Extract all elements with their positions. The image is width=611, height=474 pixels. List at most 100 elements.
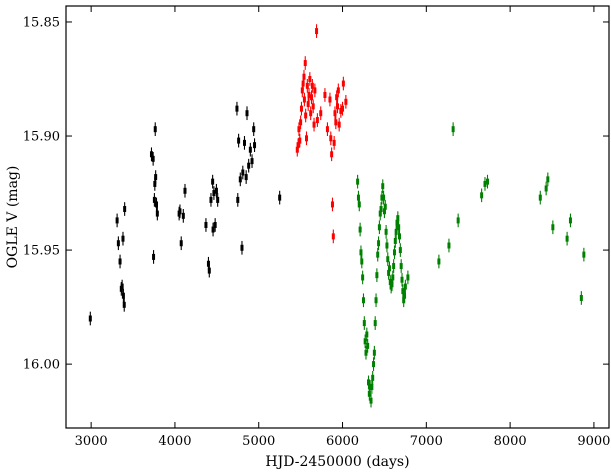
data-point — [480, 192, 484, 199]
data-point — [149, 151, 153, 158]
data-point — [357, 201, 361, 208]
data-point — [88, 315, 92, 322]
data-point — [401, 288, 405, 295]
data-point — [336, 87, 340, 94]
data-point — [437, 258, 441, 265]
data-point — [299, 119, 303, 126]
x-axis-label: HJD-2450000 (days) — [265, 454, 409, 470]
y-tick-label: 16.00 — [23, 358, 60, 373]
data-point — [358, 226, 362, 233]
data-point — [356, 178, 360, 185]
data-point — [298, 137, 302, 144]
y-tick-label: 15.85 — [23, 15, 60, 30]
y-tick-label: 15.90 — [23, 130, 60, 145]
data-point — [447, 242, 451, 249]
x-tick-label: 8000 — [494, 434, 527, 449]
data-point — [309, 110, 313, 117]
data-point — [304, 112, 308, 119]
data-point — [339, 107, 343, 114]
data-point — [366, 342, 370, 349]
x-tick-label: 4000 — [158, 434, 191, 449]
data-point — [179, 240, 183, 247]
data-points — [88, 24, 586, 408]
data-point — [392, 263, 396, 270]
data-point — [302, 96, 306, 103]
data-point — [403, 283, 407, 290]
data-point — [399, 263, 403, 270]
data-point — [382, 194, 386, 201]
data-point — [120, 283, 124, 290]
data-point — [323, 91, 327, 98]
data-point — [359, 249, 363, 256]
data-point — [376, 251, 380, 258]
data-point — [483, 180, 487, 187]
data-point — [337, 121, 341, 128]
data-point — [335, 94, 339, 101]
data-point — [211, 226, 215, 233]
data-point — [380, 194, 384, 201]
data-point — [565, 235, 569, 242]
data-point — [372, 349, 376, 356]
data-point — [391, 274, 395, 281]
x-tick-label: 5000 — [242, 434, 275, 449]
data-point — [207, 267, 211, 274]
data-point — [325, 126, 329, 133]
data-point — [155, 210, 159, 217]
data-point — [311, 103, 315, 110]
x-tick-label: 6000 — [326, 434, 359, 449]
data-point — [216, 196, 220, 203]
data-point — [247, 162, 251, 169]
data-point — [153, 180, 157, 187]
data-point — [395, 219, 399, 226]
data-point — [123, 206, 127, 213]
data-point — [308, 75, 312, 82]
data-point — [551, 224, 555, 231]
data-point — [383, 203, 387, 210]
data-point — [332, 139, 336, 146]
data-point — [451, 126, 455, 133]
data-point — [155, 201, 158, 208]
data-point — [402, 297, 406, 304]
data-point — [382, 208, 386, 215]
data-point — [278, 194, 282, 201]
data-point — [310, 82, 314, 89]
data-point — [302, 73, 306, 80]
data-point — [361, 274, 365, 281]
data-point — [373, 320, 377, 327]
data-point — [236, 196, 240, 203]
data-point — [181, 212, 185, 219]
data-point — [579, 294, 583, 301]
data-point — [122, 301, 126, 308]
data-point — [381, 183, 385, 190]
data-point — [240, 244, 244, 251]
data-point — [544, 185, 548, 192]
data-point — [212, 190, 216, 197]
data-point — [252, 126, 256, 133]
data-point — [400, 276, 404, 283]
data-point — [152, 196, 156, 203]
data-point — [485, 178, 489, 185]
data-point — [568, 217, 572, 224]
data-point — [387, 269, 391, 276]
data-point — [388, 279, 392, 286]
data-point — [209, 196, 213, 203]
data-point — [394, 228, 398, 235]
x-tick-label: 7000 — [410, 434, 443, 449]
data-point — [312, 121, 316, 128]
data-point — [116, 240, 120, 247]
data-point — [307, 91, 311, 98]
data-point — [367, 390, 371, 397]
data-point — [344, 98, 348, 105]
data-point — [377, 240, 381, 247]
data-point — [372, 361, 376, 368]
data-point — [341, 80, 345, 87]
data-point — [374, 297, 378, 304]
x-tick-label: 3000 — [75, 434, 108, 449]
data-point — [115, 217, 119, 224]
data-point — [121, 292, 125, 299]
data-point — [370, 383, 374, 390]
data-point — [319, 110, 323, 117]
data-point — [375, 272, 379, 279]
data-point — [295, 146, 299, 153]
data-point — [248, 146, 252, 153]
